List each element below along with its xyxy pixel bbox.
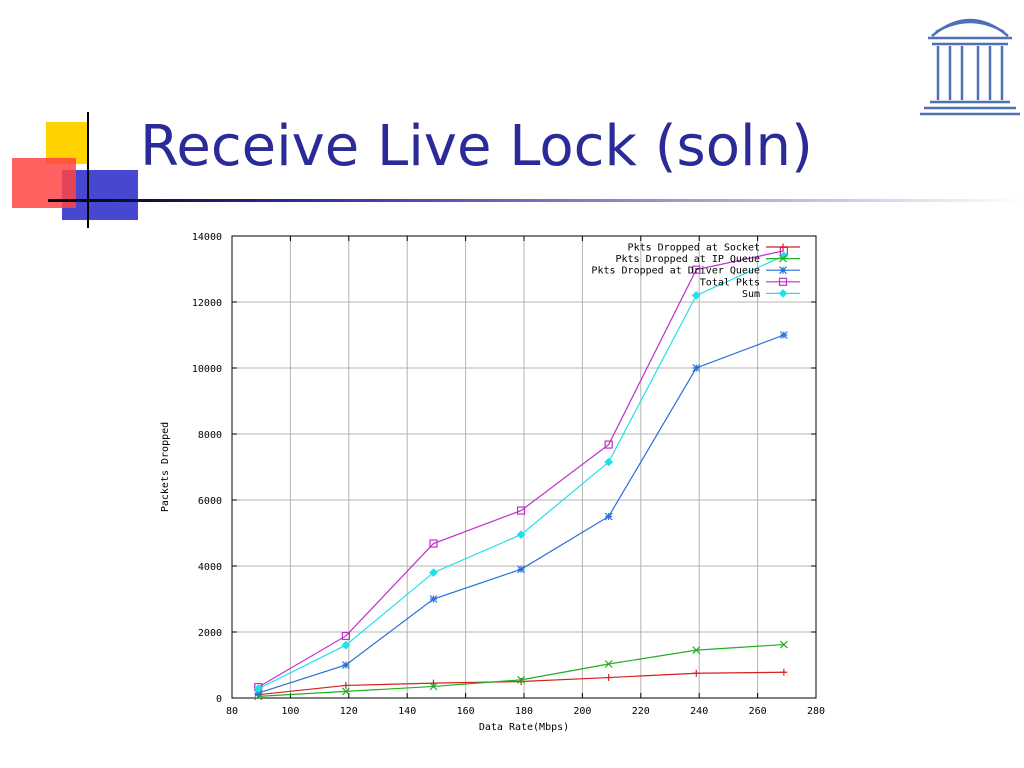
data-point bbox=[517, 675, 526, 684]
x-tick-label: 80 bbox=[226, 706, 238, 717]
data-point bbox=[692, 265, 701, 274]
data-point bbox=[429, 568, 438, 577]
series-line bbox=[257, 250, 785, 688]
data-point bbox=[341, 661, 350, 669]
x-axis-label: Data Rate(Mbps) bbox=[479, 722, 569, 733]
data-point bbox=[429, 539, 438, 548]
deco-yellow-square bbox=[46, 122, 88, 164]
x-tick-label: 160 bbox=[457, 706, 475, 717]
x-axis-ticks: 80 100 120 140 160 180 200 220 240 260 280 bbox=[226, 236, 825, 717]
legend-label: Pkts Dropped at Socket bbox=[628, 243, 760, 254]
legend-label: Pkts Dropped at IP Queue bbox=[616, 254, 761, 265]
series-line bbox=[258, 255, 785, 690]
legend-label: Pkts Dropped at Driver Queue bbox=[591, 266, 760, 277]
data-point bbox=[692, 646, 701, 655]
series-total-pkts bbox=[254, 246, 788, 692]
series bbox=[253, 246, 789, 701]
x-tick-label: 100 bbox=[281, 706, 299, 717]
data-point bbox=[779, 266, 787, 275]
data-point bbox=[779, 331, 788, 339]
data-point bbox=[341, 640, 351, 650]
x-tick-label: 260 bbox=[749, 706, 767, 717]
x-tick-label: 180 bbox=[515, 706, 533, 717]
data-point bbox=[342, 681, 350, 689]
y-axis-ticks: 0 2000 4000 6000 8000 10000 12000 14000 bbox=[192, 232, 816, 705]
data-point bbox=[604, 440, 613, 449]
data-point bbox=[780, 668, 788, 676]
data-point bbox=[604, 512, 613, 521]
data-point bbox=[429, 595, 438, 603]
data-point bbox=[692, 364, 701, 372]
data-point bbox=[779, 243, 787, 251]
series-sum bbox=[253, 251, 789, 694]
data-point bbox=[779, 640, 788, 649]
slide-title: Receive Live Lock (soln) bbox=[140, 114, 813, 179]
y-tick-label: 6000 bbox=[198, 496, 222, 507]
y-axis-label: Packets Dropped bbox=[160, 422, 171, 512]
y-tick-label: 2000 bbox=[198, 628, 222, 639]
x-tick-label: 220 bbox=[632, 706, 650, 717]
series-pkts-dropped-at-ip-queue bbox=[254, 640, 788, 701]
title-rule bbox=[48, 199, 1024, 202]
grid bbox=[231, 235, 817, 699]
data-point bbox=[341, 631, 350, 641]
data-point bbox=[604, 457, 614, 467]
data-point bbox=[341, 687, 350, 696]
series-line bbox=[258, 643, 784, 697]
x-tick-label: 200 bbox=[573, 706, 591, 717]
y-tick-label: 14000 bbox=[192, 232, 222, 243]
data-point bbox=[516, 530, 526, 539]
x-tick-label: 240 bbox=[690, 706, 708, 717]
x-tick-label: 280 bbox=[807, 706, 825, 717]
data-point bbox=[429, 679, 437, 687]
data-point bbox=[429, 682, 438, 691]
series-pkts-dropped-at-socket bbox=[254, 668, 788, 699]
chart: 80 100 120 140 160 180 200 220 240 260 280 0 2000 40… bbox=[160, 232, 825, 733]
data-point bbox=[253, 684, 263, 694]
data-point bbox=[516, 506, 526, 515]
data-point bbox=[778, 289, 788, 298]
data-point bbox=[517, 565, 526, 574]
y-tick-label: 10000 bbox=[192, 364, 222, 375]
y-tick-label: 8000 bbox=[198, 430, 222, 441]
old-well-logo-icon bbox=[920, 18, 1020, 116]
y-tick-label: 0 bbox=[216, 694, 222, 705]
x-tick-label: 140 bbox=[398, 706, 416, 717]
y-tick-label: 12000 bbox=[192, 298, 222, 309]
legend-label: Sum bbox=[742, 289, 760, 300]
data-point bbox=[692, 669, 700, 677]
y-tick-label: 4000 bbox=[198, 562, 222, 573]
data-point bbox=[691, 291, 701, 300]
data-point bbox=[605, 674, 613, 682]
data-point bbox=[779, 254, 787, 263]
x-tick-label: 120 bbox=[340, 706, 358, 717]
data-point bbox=[604, 660, 613, 668]
legend-label: Total Pkts bbox=[700, 277, 760, 288]
data-point bbox=[778, 277, 788, 286]
